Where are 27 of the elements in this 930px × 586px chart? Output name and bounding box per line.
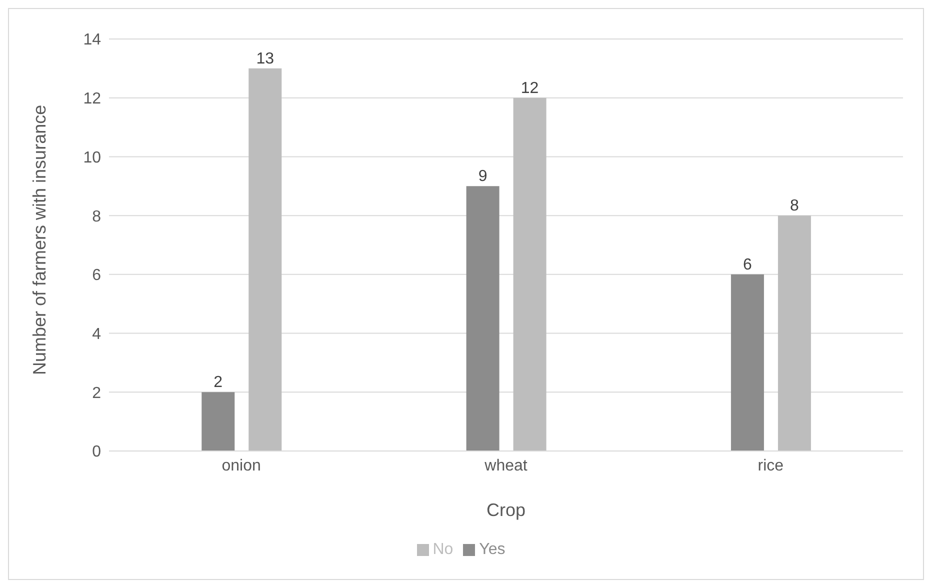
x-axis-title: Crop [486, 500, 526, 520]
y-tick-label: 12 [83, 90, 102, 108]
y-tick-label: 4 [92, 326, 102, 343]
data-label: 2 [214, 374, 223, 392]
bar [778, 216, 811, 451]
y-tick-label: 14 [83, 32, 102, 49]
y-tick-label: 10 [83, 149, 102, 166]
legend-label: No [432, 541, 454, 558]
y-tick-label: 8 [92, 208, 102, 226]
x-tick-label: rice [758, 457, 784, 474]
legend-label: Yes [479, 541, 506, 558]
data-label: 6 [743, 256, 752, 274]
y-axis-title: Number of farmers with insurance [29, 104, 50, 375]
x-tick-label: onion [222, 457, 261, 474]
y-tick-label: 0 [92, 444, 102, 461]
data-label: 13 [256, 50, 274, 68]
y-tick-label: 2 [92, 384, 102, 402]
bar [202, 392, 235, 451]
data-label: 8 [790, 198, 800, 215]
bar [730, 274, 764, 451]
bar [513, 98, 546, 451]
y-tick-label: 6 [92, 267, 102, 284]
bar [466, 186, 500, 451]
bar [248, 68, 282, 451]
data-label: 12 [520, 80, 539, 97]
data-label: 9 [478, 168, 488, 186]
x-tick-label: wheat [484, 457, 528, 474]
